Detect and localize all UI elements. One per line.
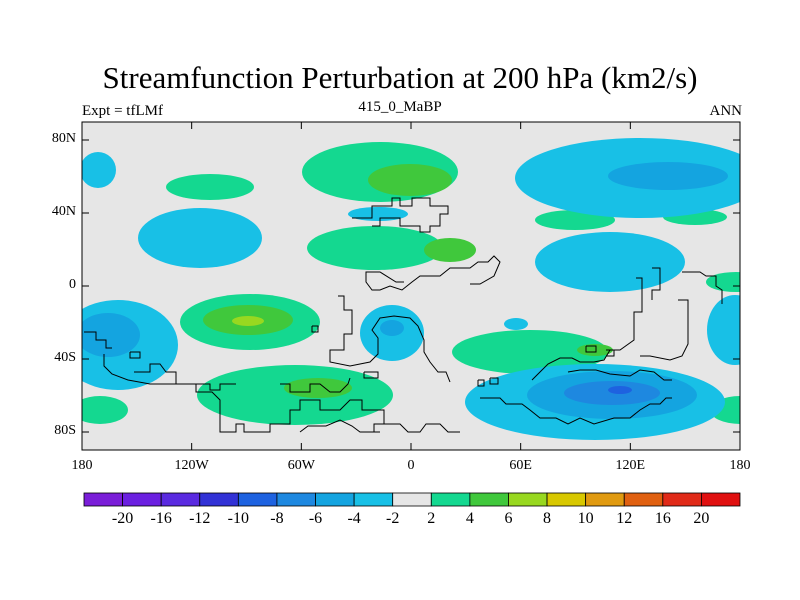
negative-anomaly-core <box>380 320 404 336</box>
colorbar-label: 16 <box>654 510 671 527</box>
colorbar-swatch <box>662 492 702 507</box>
colorbar <box>83 492 741 507</box>
colorbar-label: 10 <box>577 510 594 527</box>
lat-tick-label: 40S <box>54 350 76 365</box>
lon-tick-label: 180 <box>71 458 93 473</box>
colorbar-label: 20 <box>693 510 710 527</box>
season-label: ANN <box>709 103 743 119</box>
negative-anomaly <box>138 208 262 268</box>
colorbar-swatch <box>353 492 394 507</box>
lon-tick-label: 0 <box>407 458 415 473</box>
plot-title: Streamfunction Perturbation at 200 hPa (… <box>102 60 698 95</box>
colorbar-swatch <box>122 492 162 507</box>
colorbar-label: 4 <box>465 510 474 527</box>
negative-anomaly-core <box>564 381 660 405</box>
positive-anomaly <box>82 396 128 424</box>
colorbar-label: -2 <box>386 510 400 527</box>
negative-anomaly-peak <box>608 386 632 394</box>
negative-anomaly <box>82 152 116 188</box>
lat-tick-label: 80S <box>54 423 76 438</box>
contour-fields <box>82 138 740 440</box>
colorbar-label: -6 <box>308 510 323 527</box>
colorbar-label: -20 <box>111 510 134 527</box>
colorbar-swatch <box>469 492 509 507</box>
positive-anomaly-core <box>284 378 352 398</box>
tick-marks <box>81 122 741 450</box>
colorbar-swatch <box>623 492 664 507</box>
positive-anomaly-core <box>368 164 452 196</box>
lat-tick-label: 80N <box>51 131 76 146</box>
lon-tick-label: 180 <box>729 458 751 473</box>
colorbar-swatch <box>276 492 316 507</box>
positive-anomaly-peak <box>232 316 264 326</box>
lon-tick-label: 120W <box>174 458 209 473</box>
colorbar-label: -4 <box>347 510 361 527</box>
colorbar-label: -8 <box>270 510 284 527</box>
lat-tick-label: 0 <box>69 277 76 292</box>
negative-anomaly-core <box>608 162 728 190</box>
positive-anomaly <box>706 272 740 292</box>
colorbar-swatch <box>160 492 201 507</box>
coastlines <box>84 197 723 433</box>
run-label: 415_0_MaBP <box>358 99 442 115</box>
colorbar-label: 2 <box>427 510 436 527</box>
colorbar-swatch <box>392 492 432 507</box>
lon-tick-label: 60E <box>509 458 532 473</box>
colorbar-swatch <box>237 492 278 507</box>
negative-anomaly-core <box>82 313 140 357</box>
positive-anomaly <box>166 174 254 200</box>
colorbar-swatch <box>508 492 548 507</box>
colorbar-swatch <box>701 492 741 507</box>
colorbar-label: -10 <box>227 510 249 527</box>
experiment-label: Expt = tfLMf <box>82 103 163 119</box>
positive-anomaly-core <box>424 238 476 262</box>
colorbar-swatch <box>430 492 471 507</box>
colorbar-label: 12 <box>616 510 633 527</box>
colorbar-swatch <box>546 492 587 507</box>
positive-anomaly <box>452 330 608 374</box>
lat-tick-label: 40N <box>51 204 76 219</box>
colorbar-swatch <box>83 492 123 507</box>
colorbar-label: 6 <box>504 510 513 527</box>
negative-anomaly <box>535 232 685 292</box>
colorbar-label: 8 <box>543 510 552 527</box>
negative-anomaly <box>707 295 740 365</box>
lon-tick-label: 120E <box>615 458 646 473</box>
positive-anomaly <box>307 226 443 270</box>
negative-anomaly <box>348 207 408 221</box>
colorbar-label: -16 <box>150 510 172 527</box>
colorbar-label: -12 <box>189 510 211 527</box>
lon-tick-label: 60W <box>287 458 315 473</box>
colorbar-swatch <box>199 492 239 507</box>
colorbar-swatch <box>585 492 625 507</box>
colorbar-swatch <box>315 492 355 507</box>
negative-anomaly <box>504 318 528 330</box>
